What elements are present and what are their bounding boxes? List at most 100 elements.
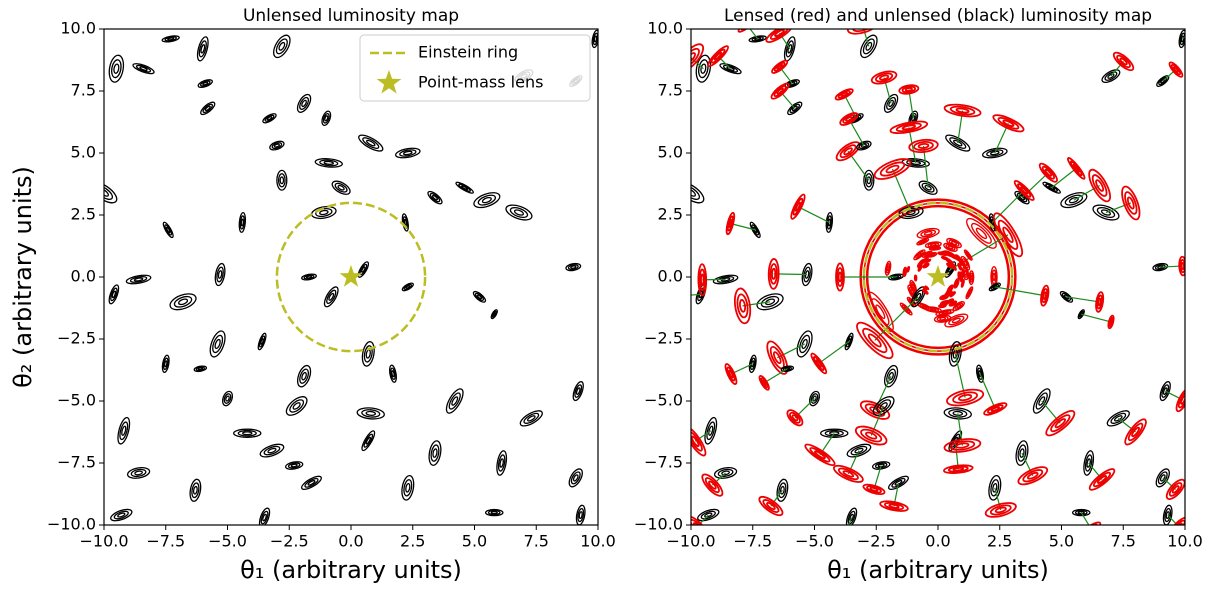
galaxy-contour — [432, 449, 437, 458]
y-tick-label: −7.5 — [57, 453, 96, 472]
y-tick-label: −10.0 — [634, 515, 683, 534]
galaxy-contour — [579, 512, 583, 519]
galaxy-contour — [570, 471, 582, 486]
y-tick-label: 2.5 — [71, 205, 96, 224]
galaxy-contour — [366, 411, 376, 415]
galaxy-contour — [474, 292, 484, 301]
galaxy-contour — [1059, 290, 1074, 304]
y-tick-label: 7.5 — [71, 81, 96, 100]
displacement-link — [1052, 168, 1077, 187]
galaxy-contour — [295, 92, 313, 114]
x-tick-label: 2.5 — [400, 532, 425, 551]
galaxy-contour — [301, 273, 316, 281]
galaxy-contour — [492, 311, 498, 318]
lensed-contour — [907, 268, 909, 270]
galaxy-contour — [324, 161, 333, 165]
lens-star — [927, 265, 950, 287]
x-tick-label: 7.5 — [1111, 532, 1136, 551]
x-tick-label: 2.5 — [987, 532, 1012, 551]
galaxy-contour — [401, 282, 414, 292]
galaxy-contour — [491, 512, 497, 514]
legend-label: Einstein ring — [418, 43, 518, 62]
galaxy-contour — [697, 59, 709, 78]
galaxy-contour — [164, 361, 167, 367]
galaxy-contour — [565, 263, 581, 272]
lensed-contour — [951, 293, 953, 295]
legend-label: Point-mass lens — [418, 73, 543, 92]
galaxy-contour — [274, 37, 289, 55]
x-tick-label: 5.0 — [462, 532, 487, 551]
displacement-link — [764, 369, 787, 383]
galaxy-contour — [330, 179, 352, 197]
galaxy-contour — [443, 387, 466, 416]
x-tick-label: 5.0 — [1049, 532, 1074, 551]
displacement-link — [1066, 297, 1099, 302]
galaxy-contour — [107, 284, 120, 305]
galaxy-contour — [447, 391, 462, 410]
y-tick-label: −2.5 — [57, 329, 96, 348]
lensed-contour — [941, 253, 944, 255]
lensed-contour — [1190, 25, 1197, 32]
galaxy-contour — [391, 371, 394, 377]
chart-title: Lensed (red) and unlensed (black) lumino… — [724, 6, 1152, 26]
lensed-contour — [931, 244, 937, 247]
galaxy-contour — [259, 336, 266, 348]
lensed-contour — [887, 266, 889, 271]
galaxy-contour — [300, 474, 323, 492]
x-tick-label: −10.0 — [79, 532, 128, 551]
x-tick-label: −5.0 — [208, 532, 247, 551]
lensed-contour — [1087, 526, 1094, 532]
lensed-contour — [675, 283, 684, 308]
galaxy-contour — [193, 486, 198, 494]
galaxy-contour — [472, 190, 502, 211]
galaxy-contour — [109, 507, 133, 523]
lensed-contour — [971, 275, 973, 280]
galaxy-contour — [211, 334, 225, 354]
galaxy-contour — [311, 205, 337, 220]
galaxy-contour — [322, 285, 341, 309]
galaxy-contour — [168, 38, 174, 41]
galaxy-contour — [298, 96, 310, 111]
x-tick-label: 7.5 — [524, 532, 549, 551]
galaxy-contour — [366, 349, 371, 358]
galaxy-contour — [189, 478, 203, 502]
lensed-contour — [944, 257, 947, 259]
lensed-contour — [678, 292, 681, 301]
x-axis-label: θ₁ (arbitrary units) — [240, 556, 462, 584]
galaxy-contour — [987, 475, 1002, 501]
lensed-contour — [1066, 156, 1086, 180]
galaxy-contour — [786, 100, 804, 116]
y-tick-label: −5.0 — [644, 391, 683, 410]
galaxy-contour — [285, 461, 303, 471]
galaxy-contour — [320, 159, 338, 166]
galaxy-contour — [403, 151, 412, 155]
lensed-contour — [916, 227, 940, 240]
galaxy-contour — [1091, 202, 1121, 223]
x-tick-label: −2.5 — [857, 532, 896, 551]
galaxy-contour — [495, 450, 508, 476]
y-tick-label: 5.0 — [658, 143, 683, 162]
galaxy-contour — [283, 393, 310, 418]
galaxy-contour — [126, 274, 152, 286]
galaxy-contour — [403, 283, 412, 290]
lensed-contour — [948, 260, 951, 262]
galaxy-contour — [1181, 36, 1184, 42]
x-tick-label: −5.0 — [795, 532, 834, 551]
lensed-contour — [682, 425, 709, 458]
y-tick-label: 0.0 — [71, 267, 96, 286]
lensed-contour — [930, 254, 933, 256]
lensed-contour — [993, 274, 995, 281]
galaxy-contour — [395, 147, 421, 160]
displacement-link — [995, 287, 1045, 296]
galaxy-contour — [472, 290, 487, 304]
galaxy-contour — [499, 459, 503, 468]
lensed-contour — [948, 264, 950, 266]
galaxy-contour — [808, 390, 821, 407]
galaxy-contour — [168, 291, 198, 313]
galaxy-contour — [132, 62, 155, 76]
lensed-contour — [960, 262, 962, 264]
lensed-contour — [1184, 18, 1203, 38]
lensed-contour — [942, 296, 945, 298]
y-tick-label: −2.5 — [644, 329, 683, 348]
galaxy-contour — [221, 390, 234, 407]
